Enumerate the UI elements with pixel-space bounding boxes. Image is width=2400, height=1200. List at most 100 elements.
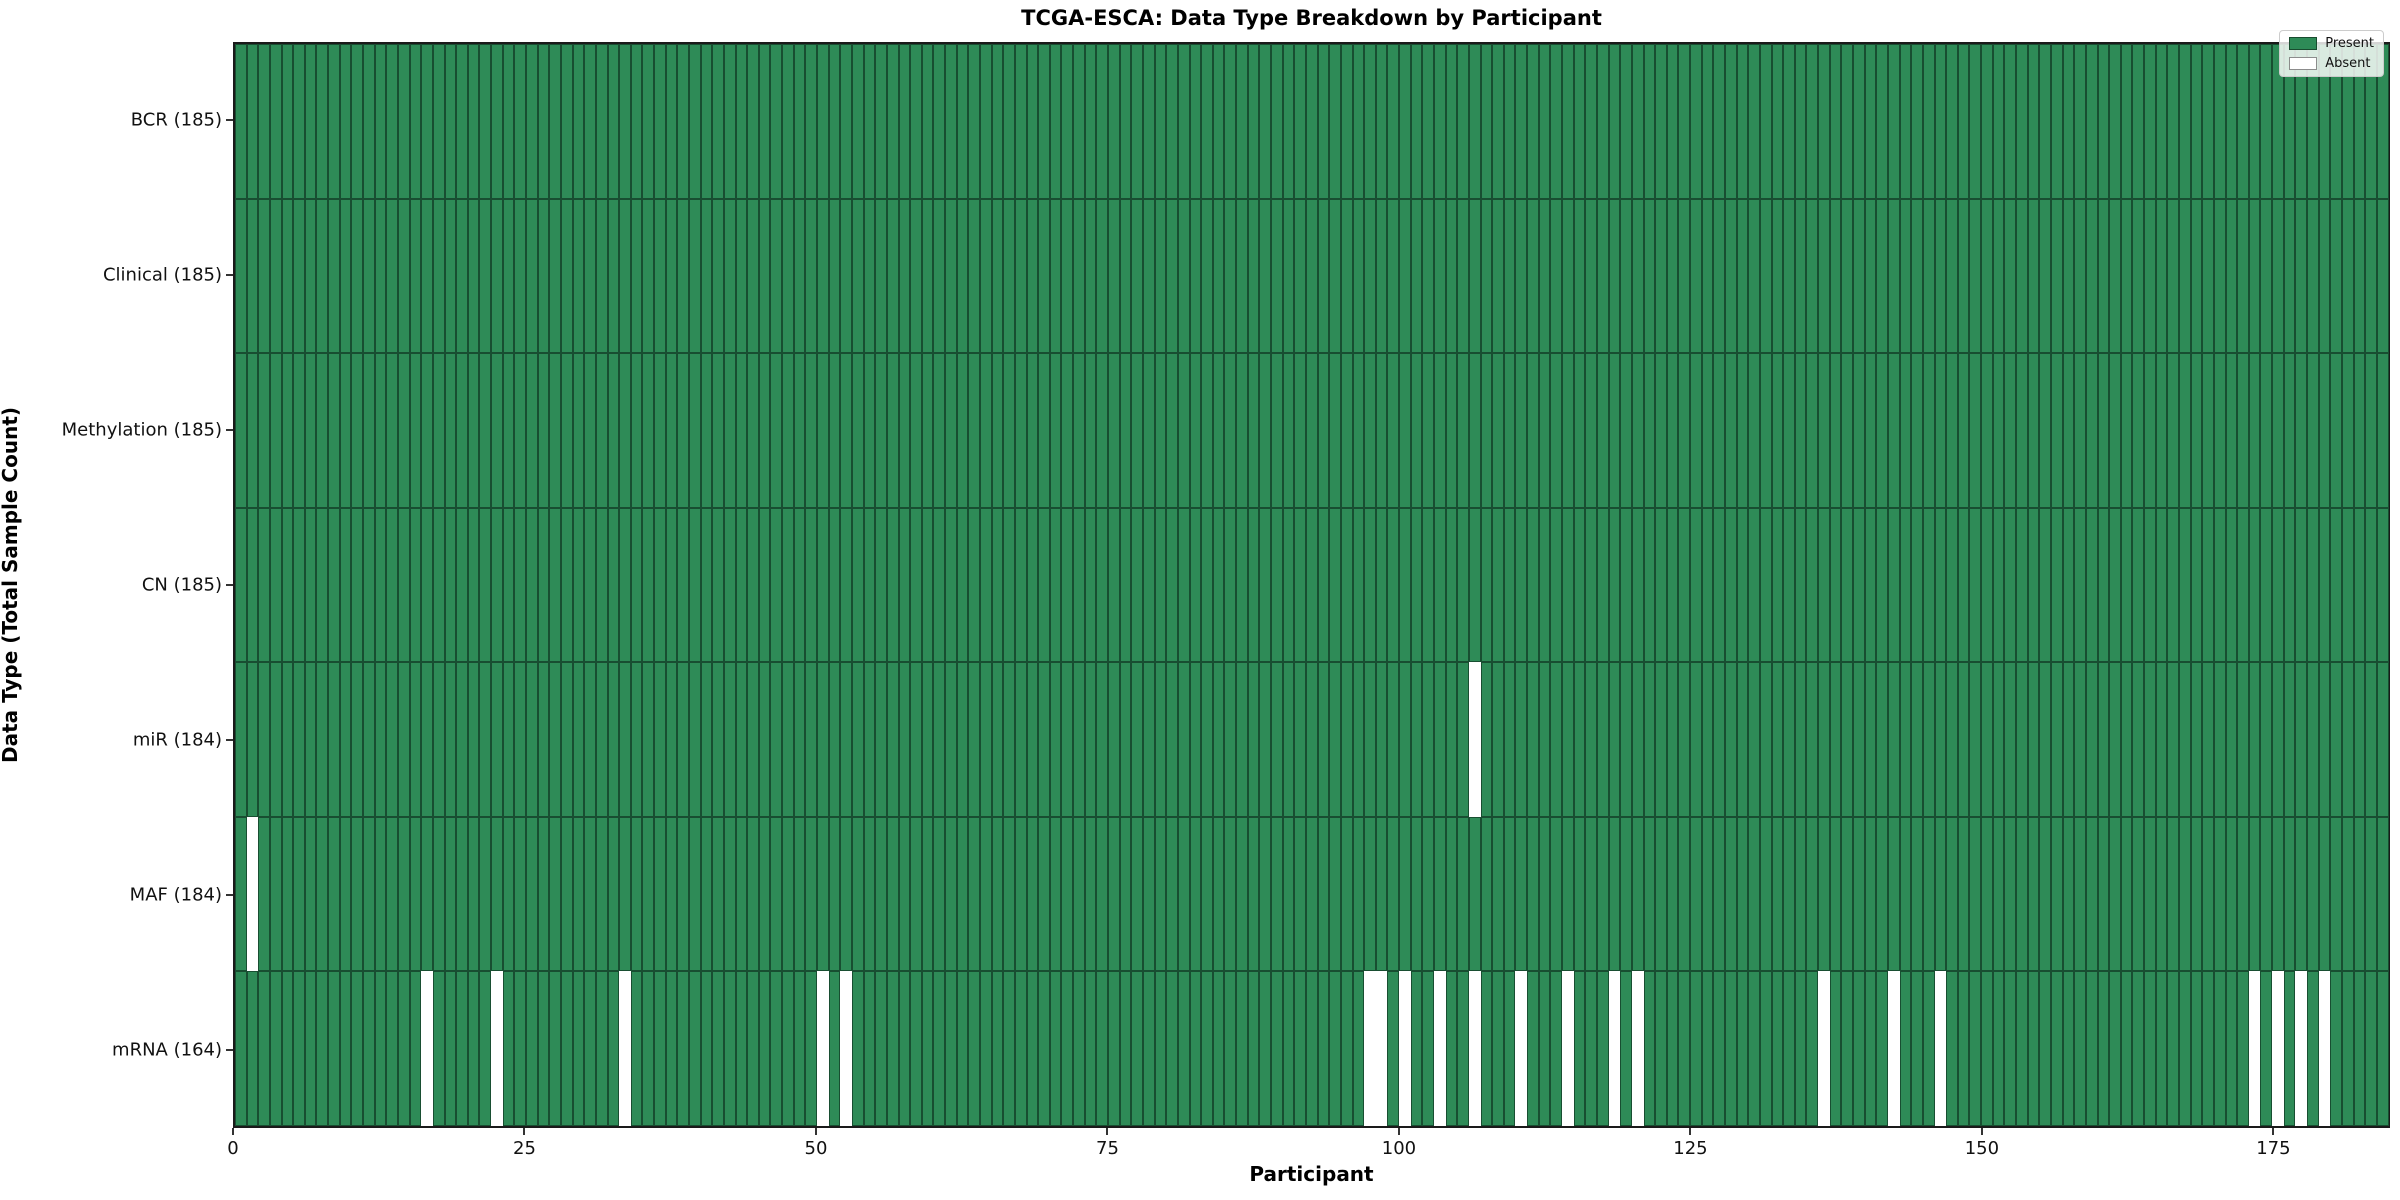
matrix-cell: [2376, 662, 2389, 817]
matrix-cell: [968, 816, 980, 972]
matrix-cell: [572, 44, 585, 199]
matrix-cell: [1573, 816, 1586, 972]
matrix-cell: [2050, 44, 2063, 199]
matrix-cell: [898, 507, 911, 663]
matrix-cell: [1655, 44, 1667, 199]
matrix-cell: [1294, 971, 1306, 1126]
matrix-cell: [1259, 353, 1272, 508]
matrix-cell: [747, 971, 759, 1126]
matrix-cell: [1177, 507, 1190, 663]
matrix-cell: [1282, 44, 1295, 199]
matrix-cell: [1038, 971, 1050, 1126]
matrix-cell: [2225, 353, 2238, 508]
matrix-cell: [910, 44, 922, 199]
matrix-cell: [1736, 198, 1749, 354]
matrix-cell: [1643, 971, 1656, 1126]
matrix-cell: [2167, 971, 2179, 1126]
matrix-cell: [1620, 44, 1632, 199]
matrix-cell: [1981, 198, 1993, 354]
matrix-cell: [1853, 816, 1865, 972]
matrix-cell: [1794, 971, 1807, 1126]
matrix-cell: [735, 662, 748, 817]
matrix-cell: [1690, 507, 1702, 663]
matrix-cell: [1666, 507, 1679, 663]
matrix-cell: [1445, 816, 1458, 972]
matrix-cell: [1876, 971, 1888, 1126]
matrix-cell: [1725, 507, 1737, 663]
matrix-cell: [258, 507, 270, 663]
matrix-cell: [2260, 971, 2273, 1126]
matrix-cell: [945, 44, 957, 199]
matrix-cell: [1271, 507, 1283, 663]
matrix-cell: [246, 44, 259, 199]
matrix-cell: [351, 662, 364, 817]
matrix-cell: [1131, 44, 1143, 199]
matrix-cell: [828, 198, 841, 354]
matrix-cell: [1853, 44, 1865, 199]
matrix-cell: [1352, 353, 1365, 508]
matrix-cell: [2097, 662, 2110, 817]
matrix-cell: [1655, 198, 1667, 354]
matrix-cell: [1608, 816, 1621, 972]
matrix-cell: [1410, 507, 1423, 663]
matrix-cell: [1294, 198, 1306, 354]
matrix-cell: [1783, 971, 1795, 1126]
matrix-cell: [2330, 198, 2342, 354]
matrix-cell: [1550, 44, 1563, 199]
y-tick-label: miR (184): [132, 729, 222, 751]
matrix-cell: [817, 198, 829, 354]
x-tick-mark: [232, 1128, 234, 1135]
matrix-cell: [1166, 507, 1178, 663]
matrix-cell: [235, 44, 247, 199]
matrix-cell: [281, 971, 294, 1126]
matrix-cell: [945, 971, 957, 1126]
matrix-cell: [2225, 507, 2238, 663]
matrix-cell: [1131, 507, 1143, 663]
matrix-cell: [1096, 44, 1109, 199]
matrix-cell: [1457, 507, 1469, 663]
matrix-cell: [1084, 662, 1097, 817]
matrix-cell: [921, 353, 934, 508]
matrix-cell: [747, 507, 759, 663]
matrix-cell: [502, 971, 515, 1126]
matrix-cell: [840, 198, 852, 354]
x-tick-mark: [1980, 1128, 1983, 1135]
matrix-cell: [2341, 816, 2354, 972]
matrix-cell: [432, 816, 445, 972]
matrix-cell: [2237, 507, 2249, 663]
matrix-cell: [1620, 507, 1632, 663]
matrix-cell: [1596, 971, 1609, 1126]
matrix-cell: [1969, 353, 1982, 508]
matrix-cell: [688, 507, 701, 663]
matrix-cell: [1014, 816, 1027, 972]
matrix-cell: [281, 198, 294, 354]
matrix-cell: [2027, 816, 2040, 972]
matrix-cell: [2365, 353, 2377, 508]
matrix-cell: [2155, 507, 2168, 663]
legend: Present Absent: [2279, 30, 2384, 77]
matrix-cell: [1236, 971, 1248, 1126]
matrix-cell: [235, 507, 247, 663]
matrix-cell: [374, 353, 387, 508]
matrix-cell: [1422, 353, 1434, 508]
matrix-cell: [1049, 816, 1062, 972]
matrix-cell: [863, 353, 876, 508]
matrix-cell: [619, 44, 631, 199]
matrix-cell: [2365, 507, 2377, 663]
matrix-cell: [758, 816, 771, 972]
matrix-cell: [654, 971, 666, 1126]
matrix-cell: [2132, 353, 2145, 508]
matrix-cell: [2341, 44, 2354, 199]
matrix-cell: [584, 198, 596, 354]
matrix-cell: [619, 816, 631, 972]
matrix-cell: [1538, 971, 1551, 1126]
matrix-cell: [502, 816, 515, 972]
matrix-cell: [2190, 44, 2203, 199]
matrix-cell: [1515, 198, 1528, 354]
matrix-cell: [2353, 662, 2366, 817]
matrix-cell: [630, 198, 643, 354]
matrix-cell: [1596, 198, 1609, 354]
matrix-cell: [1119, 662, 1132, 817]
matrix-cell: [444, 662, 457, 817]
matrix-cell: [1142, 971, 1155, 1126]
